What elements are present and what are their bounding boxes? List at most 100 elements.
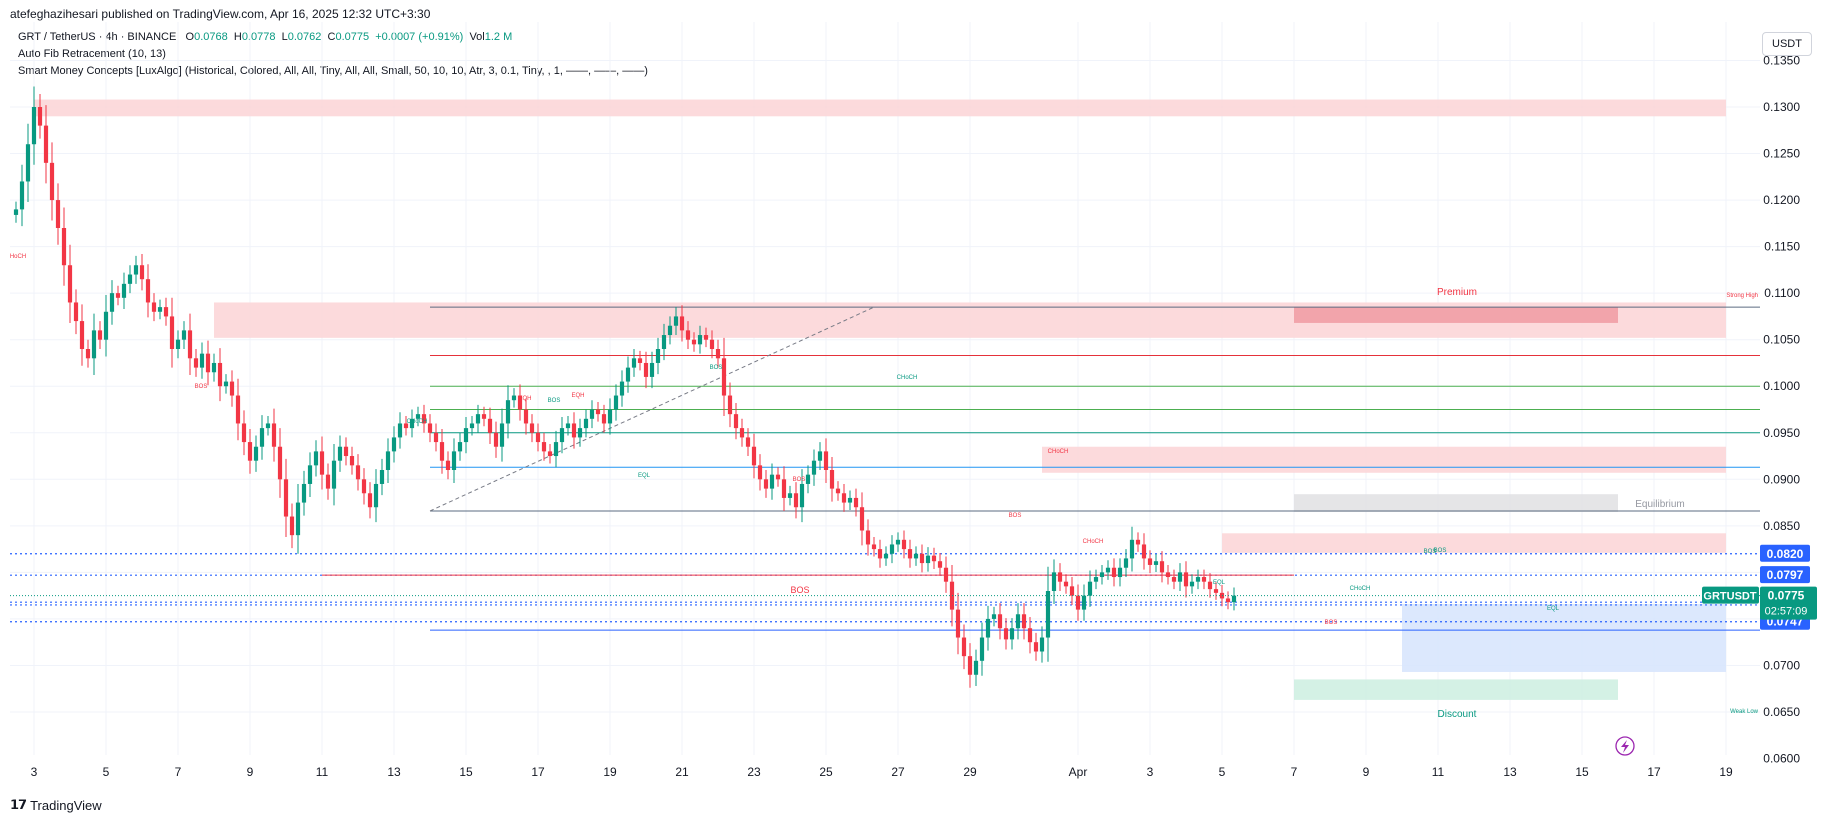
candle-body xyxy=(1093,577,1099,582)
x-axis-label: 11 xyxy=(316,765,329,779)
lightning-icon-circle xyxy=(1615,736,1635,756)
tradingview-logo-icon: 𝟭𝟳 xyxy=(10,797,27,812)
candle-body xyxy=(133,265,139,275)
candle-body xyxy=(535,432,541,443)
candle-body xyxy=(1129,539,1135,559)
structure-label: CHoCH xyxy=(1083,539,1104,545)
x-axis-label: 3 xyxy=(1147,765,1154,779)
candle-body xyxy=(151,302,157,312)
tradingview-brand-label: TradingView xyxy=(30,797,102,813)
premium-label: Premium xyxy=(1437,287,1477,298)
structure-label: BOS xyxy=(548,398,561,404)
y-axis-label: 0.1150 xyxy=(1764,240,1800,254)
candle-body xyxy=(811,460,817,475)
candle-body xyxy=(97,330,103,340)
footer-brand[interactable]: 𝟭𝟳 TradingView xyxy=(10,797,102,813)
candle-body xyxy=(313,451,319,466)
x-axis-label: 9 xyxy=(1363,765,1370,779)
candle-body xyxy=(1075,595,1081,610)
candle-body xyxy=(205,353,211,373)
candle-body xyxy=(925,555,931,564)
candle-body xyxy=(1069,586,1075,596)
candle-body xyxy=(541,442,547,452)
y-axis-label: 0.0850 xyxy=(1763,519,1800,533)
candle-body xyxy=(1099,572,1105,578)
candle-body xyxy=(1117,567,1123,578)
supply-low xyxy=(1222,533,1726,553)
candle-body xyxy=(247,442,253,461)
candle-body xyxy=(787,493,793,498)
candle-body xyxy=(619,381,625,396)
price-tag: 0.0797 xyxy=(1760,566,1810,584)
candle-body xyxy=(73,302,79,322)
low-value: 0.0762 xyxy=(287,31,322,43)
symbol-name[interactable]: GRT / TetherUS · 4h · BINANCE xyxy=(18,31,177,43)
candle-body xyxy=(1003,628,1009,640)
candle-body xyxy=(61,228,67,266)
strong-high-label: Strong High xyxy=(1726,293,1758,299)
candle-body xyxy=(349,456,355,466)
candle-body xyxy=(529,423,535,433)
price-chart[interactable]: Premium Equilibrium Discount Strong High Wea… xyxy=(0,0,1835,790)
candle-body xyxy=(1159,561,1165,573)
candle-body xyxy=(361,479,367,494)
currency-button[interactable]: USDT xyxy=(1762,32,1812,56)
price-tag-text: 0.0820 xyxy=(1767,547,1804,561)
y-axis-label: 0.1250 xyxy=(1763,147,1800,161)
candle-body xyxy=(643,362,649,377)
symbol-legend[interactable]: GRT / TetherUS · 4h · BINANCE O0.0768 H 0… xyxy=(18,31,512,43)
candle-body xyxy=(1147,558,1153,565)
structure-label: EQL xyxy=(638,473,651,479)
y-axis-label: 0.1200 xyxy=(1763,193,1800,207)
candle-body xyxy=(607,409,613,424)
candle-body xyxy=(781,479,787,498)
candle-body xyxy=(145,279,151,303)
price-tag-text: 0.0797 xyxy=(1767,568,1804,582)
x-axis-label: 23 xyxy=(747,765,761,779)
candle-body xyxy=(823,451,829,470)
candle-body xyxy=(931,555,937,562)
candle-body xyxy=(769,474,775,489)
candle-body xyxy=(655,349,661,363)
candle-body xyxy=(1177,572,1183,582)
candle-body xyxy=(445,460,451,470)
indicator-fib-legend[interactable]: Auto Fib Retracement (10, 13) xyxy=(18,48,166,60)
y-axis-label: 0.0650 xyxy=(1763,705,1800,719)
candle-body xyxy=(49,162,55,201)
candle-body xyxy=(937,561,943,568)
price-tag-box xyxy=(1760,544,1810,562)
candle-body xyxy=(1045,591,1051,638)
x-axis-label: 15 xyxy=(459,765,473,779)
candle-body xyxy=(637,358,643,363)
low-label: L xyxy=(281,31,288,43)
candle-body xyxy=(1153,561,1159,565)
candle-body xyxy=(835,488,841,494)
candle-body xyxy=(1015,614,1021,629)
candle-body xyxy=(157,307,163,312)
candle-body xyxy=(169,316,175,349)
candle-body xyxy=(1189,581,1195,587)
candle-body xyxy=(955,609,961,638)
supply-lower xyxy=(1042,446,1726,473)
candle-body xyxy=(463,428,469,443)
candle-body xyxy=(727,395,733,415)
candle-body xyxy=(763,479,769,489)
candle-body xyxy=(439,442,445,461)
candle-body xyxy=(469,423,475,429)
structure-label: CHoCH xyxy=(407,419,428,425)
candle-body xyxy=(1081,595,1087,610)
candle-body xyxy=(325,474,331,489)
candle-body xyxy=(565,423,571,429)
candle-body xyxy=(817,451,823,461)
candle-body xyxy=(721,358,727,396)
indicator-smc-legend[interactable]: Smart Money Concepts [LuxAlgo] (Historic… xyxy=(18,65,648,77)
candle-body xyxy=(1057,572,1063,582)
candle-body xyxy=(991,614,997,619)
candle-body xyxy=(793,493,799,508)
candle-body xyxy=(979,637,985,661)
candle-body xyxy=(877,549,883,559)
candle-body xyxy=(919,553,925,564)
candle-body xyxy=(859,507,865,531)
candle-body xyxy=(175,339,181,349)
